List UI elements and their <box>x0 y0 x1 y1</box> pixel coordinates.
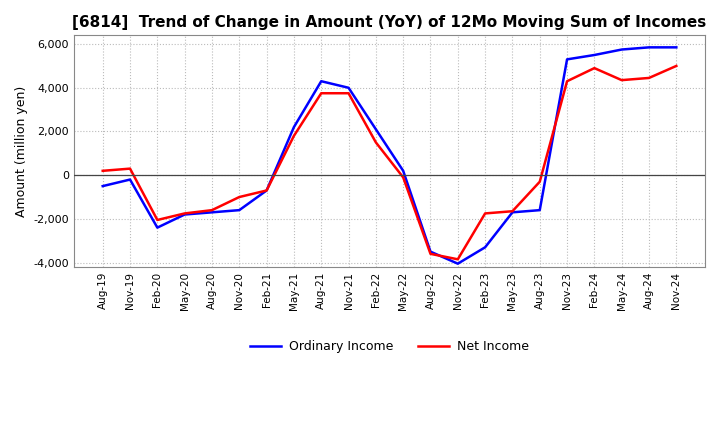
Ordinary Income <box>617 47 626 52</box>
Ordinary Income <box>563 57 572 62</box>
Ordinary Income <box>289 125 298 130</box>
Net Income <box>235 194 243 200</box>
Net Income <box>180 211 189 216</box>
Net Income <box>536 179 544 184</box>
Net Income <box>153 217 162 223</box>
Net Income <box>317 91 325 96</box>
Ordinary Income <box>317 79 325 84</box>
Net Income <box>563 79 572 84</box>
Ordinary Income <box>180 212 189 217</box>
Net Income <box>508 209 517 214</box>
Ordinary Income <box>262 188 271 193</box>
Net Income <box>126 166 135 171</box>
Title: [6814]  Trend of Change in Amount (YoY) of 12Mo Moving Sum of Incomes: [6814] Trend of Change in Amount (YoY) o… <box>73 15 706 30</box>
Net Income <box>617 77 626 83</box>
Ordinary Income <box>481 245 490 250</box>
Y-axis label: Amount (million yen): Amount (million yen) <box>15 85 28 217</box>
Net Income <box>426 251 435 257</box>
Ordinary Income <box>344 85 353 90</box>
Ordinary Income <box>207 210 216 215</box>
Net Income <box>207 208 216 213</box>
Ordinary Income <box>399 168 408 173</box>
Legend: Ordinary Income, Net Income: Ordinary Income, Net Income <box>245 335 534 358</box>
Line: Net Income: Net Income <box>103 66 676 259</box>
Ordinary Income <box>590 52 599 58</box>
Net Income <box>644 75 653 81</box>
Net Income <box>481 211 490 216</box>
Ordinary Income <box>153 225 162 230</box>
Ordinary Income <box>372 127 380 132</box>
Ordinary Income <box>235 208 243 213</box>
Net Income <box>262 188 271 193</box>
Ordinary Income <box>536 208 544 213</box>
Net Income <box>672 63 680 69</box>
Net Income <box>344 91 353 96</box>
Net Income <box>454 257 462 262</box>
Ordinary Income <box>99 183 107 189</box>
Ordinary Income <box>454 261 462 266</box>
Net Income <box>372 140 380 145</box>
Net Income <box>590 66 599 71</box>
Net Income <box>99 168 107 173</box>
Net Income <box>289 133 298 139</box>
Ordinary Income <box>426 249 435 254</box>
Ordinary Income <box>508 210 517 215</box>
Ordinary Income <box>672 45 680 50</box>
Ordinary Income <box>126 177 135 182</box>
Ordinary Income <box>644 45 653 50</box>
Line: Ordinary Income: Ordinary Income <box>103 48 676 264</box>
Net Income <box>399 175 408 180</box>
